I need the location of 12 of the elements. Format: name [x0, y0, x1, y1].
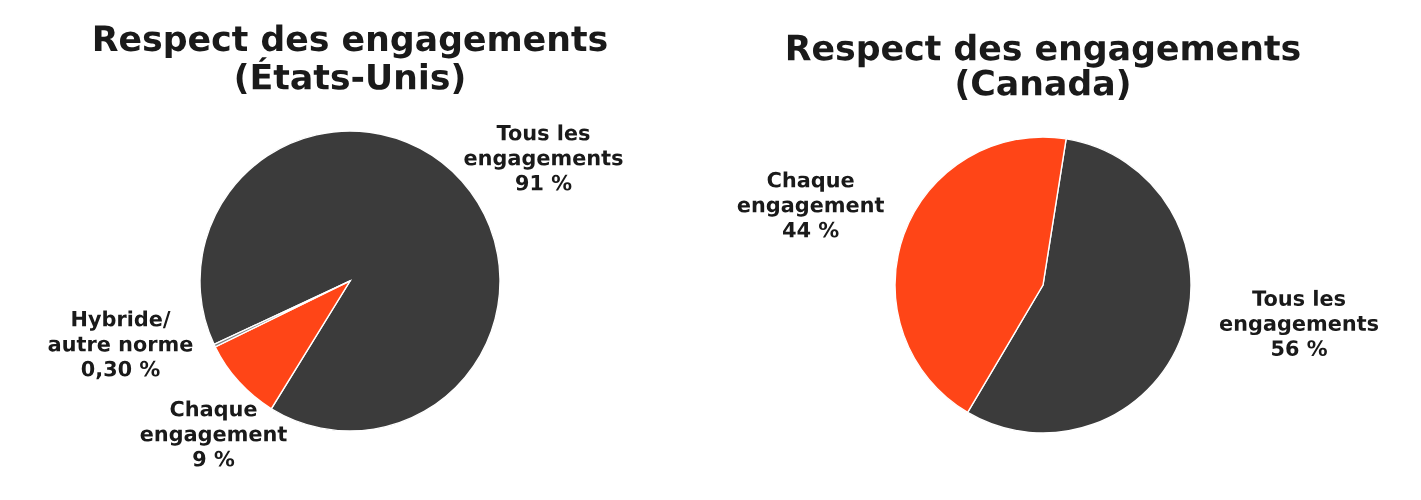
data-label: 0,30 %: [81, 360, 160, 380]
slice-label: Chaque engagement: [737, 171, 884, 217]
slice-label: Hybride/ autre norme: [48, 310, 193, 352]
data-label: 44 %: [783, 221, 839, 238]
slice-label: Tous les engagements: [1219, 289, 1379, 336]
chart-title: Respect des engagements (États-Unis): [94, 24, 607, 94]
slice-label: Tous les engagements: [464, 124, 623, 170]
data-label: 91 %: [516, 174, 572, 191]
data-label: 9 %: [193, 450, 235, 467]
data-label: 56 %: [1272, 340, 1327, 356]
chart-title: Respect des engagements (Canada): [787, 33, 1300, 100]
slice-label: Chaque engagement: [140, 400, 287, 446]
